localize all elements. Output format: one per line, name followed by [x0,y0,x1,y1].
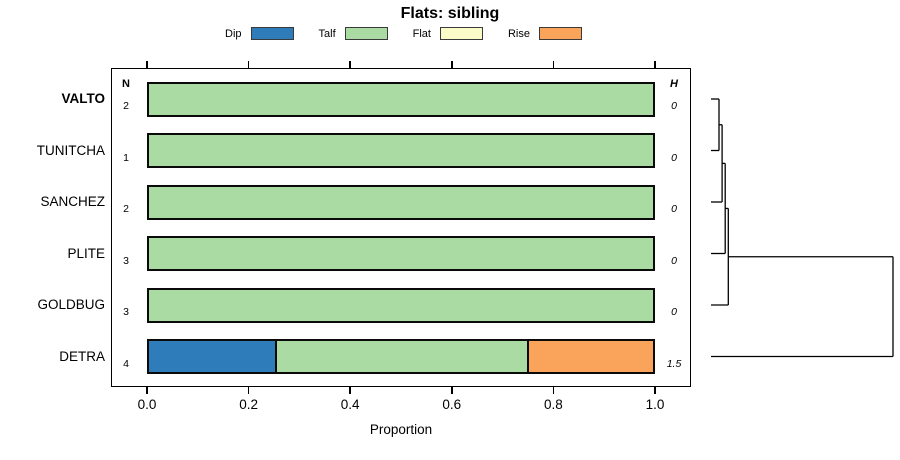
legend-item-rise: Rise [508,27,582,40]
bar-segment-talf [149,83,653,115]
category-label: SANCHEZ [40,194,105,209]
h-value: 0 [671,254,677,267]
x-axis-tick-label: 0.2 [239,397,258,412]
legend-swatch-rise [539,27,582,40]
legend-label-flat: Flat [412,27,431,40]
legend-swatch-flat [439,27,483,40]
x-axis-tick [552,61,555,68]
h-column-header: H [670,78,678,90]
bar [147,184,655,220]
x-axis-tick-label: 0.6 [442,397,462,412]
bar-segment-talf [149,289,653,321]
legend-item-flat: Flat [413,27,483,40]
h-value: 0 [671,203,677,215]
x-axis-tick [654,387,656,394]
x-axis-tick [349,61,351,68]
x-axis-tick [146,387,148,394]
bar-segment-dip [149,341,275,372]
n-column-header: N [122,78,130,90]
n-value: 4 [123,357,129,370]
x-axis-label: Proportion [369,422,433,437]
n-value: 3 [123,306,129,318]
bar [147,133,655,168]
category-label: GOLDBUG [37,297,105,312]
bar [147,236,655,271]
bar-segment-talf [149,135,653,166]
legend-item-dip: Dip [225,27,294,40]
h-value: 0 [671,151,677,164]
n-value: 2 [123,100,129,112]
x-axis-tick-label: 1.0 [645,397,665,412]
bar-segment-talf [149,238,653,269]
chart-title: Flats: sibling [400,5,500,22]
legend-label-dip: Dip [225,27,242,40]
n-value: 3 [123,254,129,267]
x-axis-tick [247,61,250,68]
x-axis-tick [552,387,555,394]
h-value: 1.5 [666,357,682,370]
x-axis-tick-label: 0.4 [340,397,360,412]
category-label: TUNITCHA [36,142,105,158]
legend-swatch-dip [250,27,294,40]
n-value: 1 [123,151,129,164]
h-value: 0 [671,306,677,318]
x-axis-tick [349,387,351,394]
x-axis-tick [146,61,148,68]
n-value: 2 [123,203,129,215]
legend-item-talf: Talf [319,27,388,40]
legend-label-talf: Talf [318,27,336,40]
x-axis-tick [247,387,250,394]
x-axis-tick [451,61,453,68]
category-label: PLITE [67,245,105,261]
bar [147,81,655,117]
x-axis-tick [654,61,656,68]
bar-segment-rise [527,341,653,372]
x-axis-tick-label: 0.8 [544,397,563,412]
plot-area [111,68,691,387]
bar [147,339,655,374]
legend-label-rise: Rise [507,27,530,40]
h-value: 0 [671,100,677,112]
category-label: VALTO [61,91,106,106]
x-axis-tick-label: 0.0 [137,397,157,412]
legend-swatch-talf [344,27,388,40]
bar-segment-talf [275,341,527,372]
bar [147,287,655,323]
dendrogram [711,98,894,358]
x-axis-tick [451,387,453,394]
category-label: DETRA [59,348,105,364]
legend: Dip Talf Flat Rise [225,26,582,41]
bar-segment-talf [149,186,653,218]
